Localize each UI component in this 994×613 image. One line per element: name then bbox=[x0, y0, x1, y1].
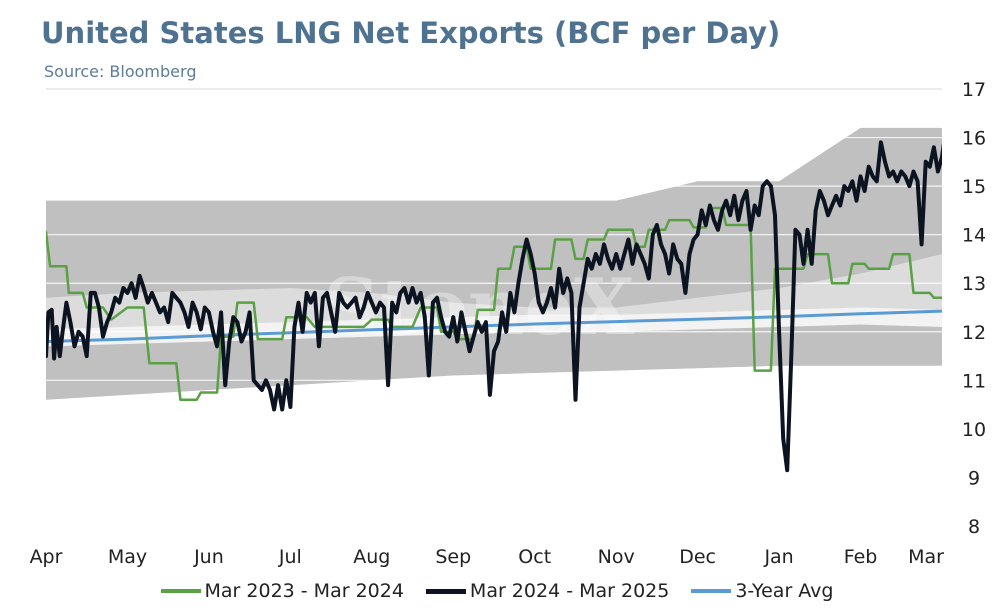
legend-swatch-2023 bbox=[160, 589, 201, 593]
y-tick-label: 12 bbox=[962, 322, 986, 344]
y-tick-label: 10 bbox=[962, 419, 986, 441]
y-tick-label: 9 bbox=[968, 467, 980, 489]
y-tick-label: 16 bbox=[962, 128, 986, 150]
x-tick-label: Jul bbox=[278, 546, 302, 568]
legend: Mar 2023 - Mar 2024 Mar 2024 - Mar 2025 … bbox=[0, 580, 994, 602]
x-tick-label: Dec bbox=[679, 546, 716, 568]
x-tick-label: Jun bbox=[193, 546, 224, 568]
x-tick-label: Oct bbox=[518, 546, 551, 568]
legend-item-avg: 3-Year Avg bbox=[691, 580, 834, 602]
chart-title: United States LNG Net Exports (BCF per D… bbox=[41, 16, 781, 50]
legend-label-avg: 3-Year Avg bbox=[735, 580, 834, 602]
x-tick-label: Jan bbox=[763, 546, 793, 568]
y-tick-label: 14 bbox=[962, 225, 986, 247]
x-tick-label: Feb bbox=[844, 546, 878, 568]
y-tick-label: 11 bbox=[962, 370, 986, 392]
y-tick-label: 17 bbox=[962, 79, 986, 101]
chart-canvas: StoneX 8 9 10 11 12 13 14 15 16 17 Apr May Jun Jul Au… bbox=[30, 79, 987, 568]
series-line-2024 bbox=[46, 140, 942, 473]
legend-label-2023: Mar 2023 - Mar 2024 bbox=[204, 580, 404, 602]
x-tick-label: Mar bbox=[908, 546, 944, 568]
x-tick-label: Sep bbox=[435, 546, 471, 568]
legend-item-2024: Mar 2024 - Mar 2025 bbox=[425, 580, 670, 602]
x-tick-label: Apr bbox=[30, 546, 63, 568]
legend-swatch-avg bbox=[691, 589, 732, 593]
x-tick-label: May bbox=[108, 546, 147, 568]
legend-swatch-2024 bbox=[425, 588, 466, 594]
series-line-2023 bbox=[46, 206, 942, 402]
chart-subtitle: Source: Bloomberg bbox=[44, 62, 197, 81]
legend-item-2023: Mar 2023 - Mar 2024 bbox=[160, 580, 404, 602]
legend-label-2024: Mar 2024 - Mar 2025 bbox=[469, 580, 670, 602]
watermark-logo: StoneX bbox=[323, 262, 635, 353]
y-tick-label: 15 bbox=[962, 176, 986, 198]
x-tick-label: Aug bbox=[353, 546, 390, 568]
y-tick-label: 8 bbox=[968, 516, 980, 538]
x-tick-label: Nov bbox=[598, 546, 635, 568]
y-tick-label: 13 bbox=[962, 273, 986, 295]
